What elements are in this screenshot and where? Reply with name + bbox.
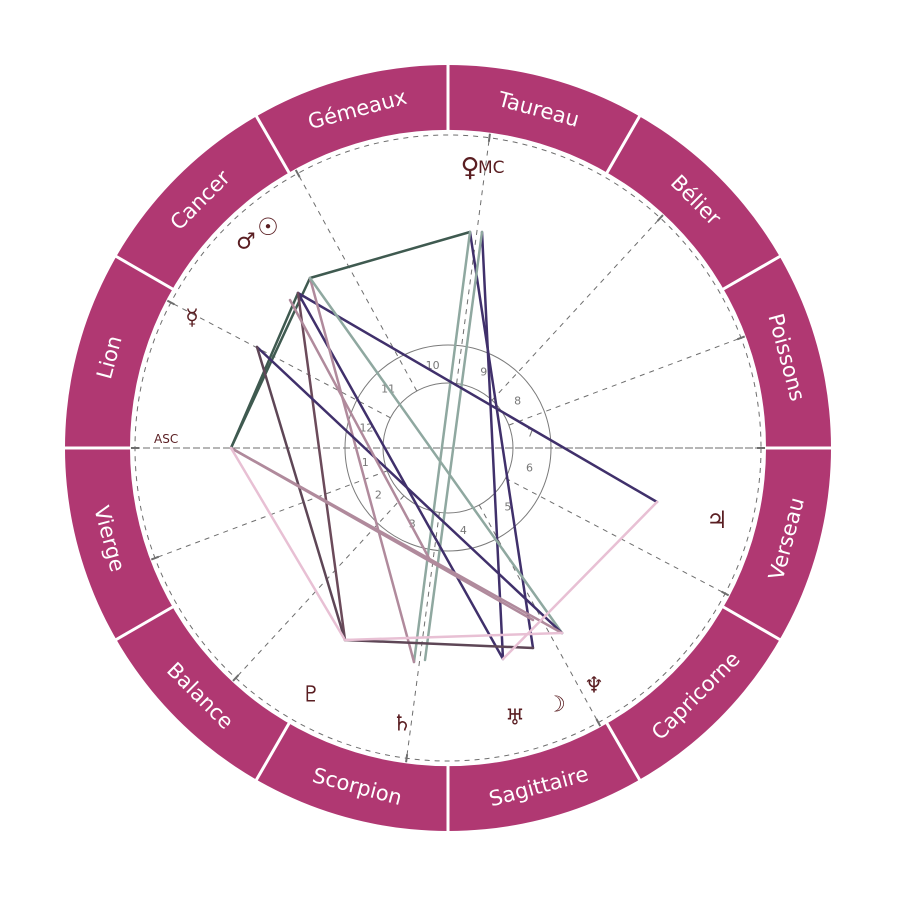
uranus-icon: ♅ — [505, 706, 525, 731]
sun-icon: ☉ — [257, 213, 279, 241]
aspect-line — [412, 230, 472, 664]
house-number-7: 7 — [527, 426, 534, 439]
house-cusp-3 — [235, 495, 405, 679]
house-cusp-5 — [478, 504, 599, 723]
aspect-line — [296, 291, 505, 661]
mars-icon: ♂ — [236, 230, 256, 255]
house-number-outer-circle — [344, 344, 552, 552]
aspect-lines — [229, 230, 659, 664]
house-cusp-tick — [487, 133, 491, 142]
aspect-line — [423, 230, 484, 662]
aspect-line — [229, 446, 564, 635]
sign-divider — [605, 721, 642, 782]
aspect-line — [288, 298, 432, 562]
house-number-inner-circle — [382, 382, 514, 514]
house-cusp-4 — [406, 512, 440, 759]
house-number-9: 9 — [480, 365, 487, 378]
house-cusp-tick — [166, 299, 175, 306]
house-number-12: 12 — [359, 421, 373, 434]
house-cusp-tick — [595, 718, 602, 727]
pluto-icon: ♇ — [301, 683, 321, 708]
house-cusp-tick — [736, 335, 746, 341]
house-cusp-tick — [150, 555, 160, 561]
sign-divider — [254, 721, 291, 782]
neptune-icon: ♆ — [584, 674, 604, 699]
house-number-3: 3 — [409, 518, 416, 531]
house-number-5: 5 — [504, 500, 511, 513]
house-cusp-12 — [170, 302, 391, 419]
mercury-icon: ☿ — [185, 306, 199, 331]
house-cusp-8 — [508, 337, 742, 426]
mc-label: MC — [478, 158, 505, 178]
house-cusp-tick — [721, 590, 730, 597]
aspect-line — [343, 631, 564, 642]
aspect-line — [229, 446, 347, 642]
house-cusp-11 — [297, 173, 418, 392]
house-numbers: 123456789101112 — [359, 359, 534, 537]
sign-divider — [605, 114, 642, 175]
house-number-6: 6 — [526, 462, 533, 475]
house-cusp-lines — [131, 133, 765, 763]
house-cusp-tick — [656, 214, 664, 222]
sign-divider — [254, 114, 291, 175]
aspect-line — [308, 276, 416, 664]
sign-divider — [721, 254, 782, 291]
aspect-line — [296, 291, 347, 642]
house-cusp-9 — [491, 217, 661, 401]
aspect-line — [501, 500, 659, 661]
saturn-icon: ♄ — [392, 712, 412, 737]
aspect-line — [480, 230, 505, 661]
asc-label: ASC — [154, 432, 178, 446]
aspect-line — [255, 345, 347, 642]
sign-divider — [114, 254, 175, 291]
jupiter-icon: ♃ — [706, 506, 728, 534]
venus-icon: ♀ — [460, 153, 479, 183]
house-cusp-tick — [294, 169, 301, 178]
house-number-1: 1 — [362, 456, 369, 469]
zodiac-ring — [64, 64, 832, 832]
aspect-line — [296, 291, 659, 504]
house-number-4: 4 — [460, 524, 467, 537]
sign-divider — [721, 605, 782, 642]
aspect-line — [343, 638, 535, 650]
house-number-2: 2 — [375, 488, 382, 501]
moon-icon: ☽ — [546, 693, 566, 718]
house-cusp-tick — [232, 674, 240, 682]
aspect-line — [308, 230, 472, 280]
aspect-line — [255, 345, 564, 635]
house-cusp-tick — [405, 754, 409, 763]
house-cusp-6 — [505, 477, 726, 594]
aspect-line — [308, 276, 564, 635]
planet-glyphs: ☉♂ ☿ ♀ ♃ ♇ ♄ ♅ ☽ ♆ — [185, 153, 728, 737]
sign-divider — [114, 605, 175, 642]
house-cusp-10 — [456, 137, 490, 384]
house-number-8: 8 — [514, 395, 521, 408]
